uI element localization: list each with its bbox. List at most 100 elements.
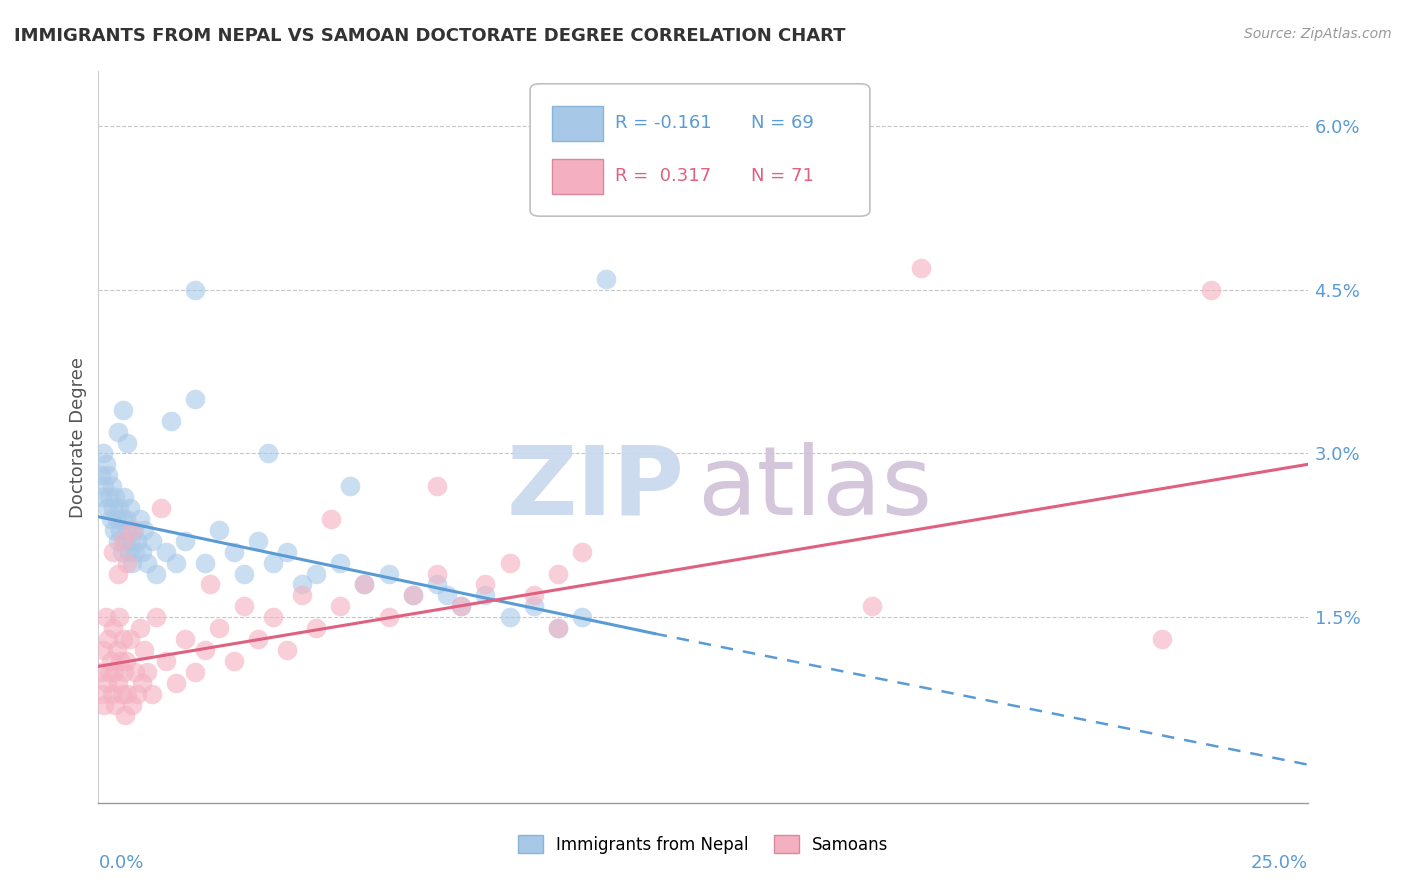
- Point: [436, 588, 458, 602]
- Text: N = 69: N = 69: [751, 113, 814, 131]
- Point: [101, 687, 124, 701]
- Point: [155, 654, 177, 668]
- Text: ZIP: ZIP: [508, 442, 685, 535]
- Point: [101, 479, 124, 493]
- Point: [90, 665, 112, 679]
- Point: [101, 501, 124, 516]
- Point: [117, 523, 139, 537]
- Point: [91, 643, 114, 657]
- Point: [402, 588, 425, 602]
- Point: [247, 533, 270, 548]
- Point: [256, 446, 278, 460]
- Point: [150, 501, 173, 516]
- Point: [377, 566, 399, 581]
- Point: [174, 533, 197, 548]
- Point: [107, 610, 129, 624]
- Point: [222, 654, 245, 668]
- Point: [184, 283, 207, 297]
- Point: [117, 556, 139, 570]
- Point: [276, 643, 298, 657]
- Legend: Immigrants from Nepal, Samoans: Immigrants from Nepal, Samoans: [510, 829, 896, 860]
- Point: [498, 556, 520, 570]
- Point: [104, 698, 127, 712]
- Point: [208, 621, 231, 635]
- Point: [121, 523, 143, 537]
- Point: [145, 566, 167, 581]
- Point: [165, 556, 187, 570]
- Point: [474, 577, 496, 591]
- Point: [134, 643, 156, 657]
- Y-axis label: Doctorate Degree: Doctorate Degree: [69, 357, 87, 517]
- Point: [262, 556, 284, 570]
- Point: [1152, 632, 1174, 646]
- Point: [276, 545, 298, 559]
- Point: [93, 698, 115, 712]
- Point: [107, 425, 129, 439]
- Point: [595, 272, 617, 286]
- Point: [118, 545, 141, 559]
- Point: [91, 490, 114, 504]
- Point: [208, 523, 231, 537]
- Point: [232, 566, 254, 581]
- Point: [122, 523, 145, 537]
- Point: [377, 610, 399, 624]
- Point: [97, 468, 120, 483]
- Text: atlas: atlas: [697, 442, 932, 535]
- Point: [94, 610, 117, 624]
- Point: [547, 621, 569, 635]
- Text: R = -0.161: R = -0.161: [614, 113, 711, 131]
- Point: [118, 501, 141, 516]
- Point: [101, 545, 124, 559]
- Point: [111, 533, 134, 548]
- Point: [97, 632, 120, 646]
- Point: [96, 501, 118, 516]
- Point: [120, 533, 142, 548]
- Point: [571, 610, 593, 624]
- Point: [115, 512, 138, 526]
- Point: [184, 392, 207, 406]
- Point: [103, 523, 125, 537]
- Point: [402, 588, 425, 602]
- Point: [184, 665, 207, 679]
- Point: [107, 675, 129, 690]
- Point: [319, 512, 342, 526]
- Point: [103, 665, 125, 679]
- Point: [131, 675, 153, 690]
- Point: [523, 588, 546, 602]
- Point: [108, 523, 131, 537]
- Point: [127, 687, 149, 701]
- Point: [498, 610, 520, 624]
- Point: [135, 556, 157, 570]
- Point: [111, 632, 134, 646]
- Point: [426, 566, 449, 581]
- Text: 25.0%: 25.0%: [1250, 854, 1308, 872]
- Point: [127, 533, 149, 548]
- Point: [247, 632, 270, 646]
- Point: [90, 468, 112, 483]
- Point: [329, 556, 352, 570]
- Point: [108, 654, 131, 668]
- Point: [165, 675, 187, 690]
- Point: [117, 687, 139, 701]
- Point: [104, 490, 127, 504]
- Point: [100, 512, 122, 526]
- Point: [155, 545, 177, 559]
- Point: [121, 698, 143, 712]
- Point: [523, 599, 546, 614]
- Point: [571, 545, 593, 559]
- Point: [353, 577, 375, 591]
- Point: [111, 545, 134, 559]
- Point: [134, 523, 156, 537]
- Point: [194, 556, 217, 570]
- Point: [107, 566, 129, 581]
- Point: [131, 545, 153, 559]
- Point: [860, 599, 883, 614]
- Point: [105, 512, 128, 526]
- Point: [339, 479, 361, 493]
- Point: [232, 599, 254, 614]
- Point: [115, 654, 138, 668]
- Point: [198, 577, 221, 591]
- Point: [128, 512, 150, 526]
- Point: [100, 654, 122, 668]
- Point: [111, 512, 134, 526]
